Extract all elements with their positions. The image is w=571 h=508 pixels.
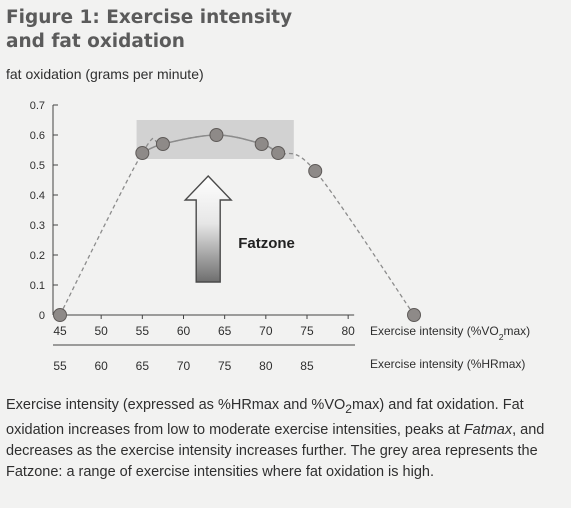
caption-part: Exercise intensity (expressed as %HRmax … (6, 397, 346, 413)
x2-tick-label: 55 (53, 359, 67, 373)
y-tick-label: 0.6 (30, 130, 45, 142)
x2-tick-label: 65 (136, 359, 150, 373)
data-point (407, 308, 422, 322)
x-axis-label: Exercise intensity (%VO2max) (370, 324, 530, 342)
y-tick-label: 0.4 (30, 190, 45, 202)
data-point (271, 146, 286, 160)
fatzone-label: Fatzone (238, 235, 295, 252)
y-tick-label: 0.3 (30, 220, 45, 232)
data-point (308, 164, 323, 178)
x-tick-label: 45 (53, 324, 67, 338)
x-axis-label-part: Exercise intensity (%VO (370, 324, 499, 338)
x2-axis-label: Exercise intensity (%HRmax) (370, 357, 525, 371)
x-tick-label: 50 (94, 324, 108, 338)
x-axis-label-part: max) (504, 324, 531, 338)
x-tick-label: 70 (259, 324, 273, 338)
y-tick-label: 0.7 (30, 100, 45, 112)
figure-caption: Exercise intensity (expressed as %HRmax … (6, 395, 561, 483)
figure-title: Figure 1: Exercise intensity and fat oxi… (6, 7, 293, 52)
x2-tick-label: 60 (94, 359, 108, 373)
x-tick-label: 65 (218, 324, 232, 338)
data-point (135, 146, 150, 160)
x-axis-label-part: 2 (499, 332, 504, 342)
data-point (155, 137, 170, 151)
x2-tick-label: 75 (218, 359, 232, 373)
y-tick-label: 0.5 (30, 160, 45, 172)
up-arrow-icon (183, 174, 233, 283)
x-tick-label: 80 (341, 324, 355, 338)
y-tick-label: 0.1 (30, 280, 45, 292)
x2-tick-label: 85 (300, 359, 314, 373)
x-tick-label: 75 (300, 324, 314, 338)
x2-tick-label: 80 (259, 359, 273, 373)
fat-oxidation-curve (59, 134, 415, 316)
caption-part: 2 (345, 401, 352, 416)
data-point (53, 308, 67, 322)
caption-part: Fatmax (463, 421, 513, 438)
caption-part: max) and fat oxidation. Fat oxidation in… (6, 397, 524, 438)
x2-tick-label: 70 (177, 359, 191, 373)
y-axis-label: fat oxidation (grams per minute) (6, 66, 204, 82)
y-tick-label: 0 (39, 310, 45, 322)
caption-part: , and decreases as the exercise intensit… (6, 421, 545, 480)
fat-oxidation-chart: 0 0.1 0.2 0.3 0.4 0.5 0.6 0.7 45 50 55 60 65 70 75 80 Ex… (30, 100, 530, 373)
x-tick-label: 55 (136, 324, 150, 338)
data-point (209, 128, 224, 142)
x-tick-label: 60 (177, 324, 191, 338)
data-point (254, 137, 269, 151)
y-tick-label: 0.2 (30, 250, 45, 262)
